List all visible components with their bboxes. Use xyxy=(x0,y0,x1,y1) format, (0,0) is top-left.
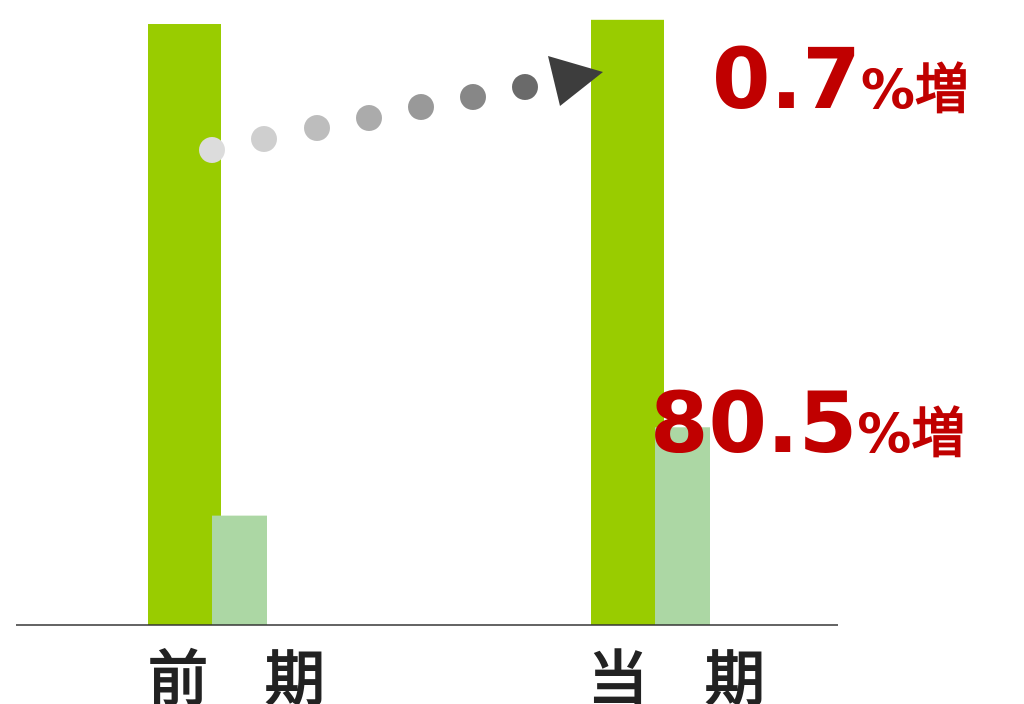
arrow-dot xyxy=(356,105,382,131)
bars-group xyxy=(148,19,710,626)
category-label-prev: 前 期 xyxy=(148,645,343,704)
arrow-head xyxy=(548,56,603,106)
annotation-top: 0.7%増 xyxy=(712,30,969,128)
trend-arrow xyxy=(199,56,603,163)
annotation-top-suffix: %増 xyxy=(861,58,969,121)
annotation-bottom: 80.5%増 xyxy=(650,374,965,472)
arrow-dot xyxy=(460,84,486,110)
bar-series2-cat2 xyxy=(655,427,710,625)
category-label-current: 当 期 xyxy=(588,645,783,704)
arrow-dot xyxy=(512,74,538,100)
annotation-bottom-suffix: %増 xyxy=(857,402,965,465)
annotation-top-value: 0.7 xyxy=(712,30,861,128)
annotation-bottom-value: 80.5 xyxy=(650,374,857,472)
bar-series1-cat1 xyxy=(148,24,221,626)
arrow-dot xyxy=(304,115,330,141)
bar-series2-cat1 xyxy=(212,515,267,625)
arrow-dot xyxy=(251,126,277,152)
bar-series1-cat2 xyxy=(591,19,664,625)
arrow-dot xyxy=(199,137,225,163)
arrow-dot xyxy=(408,94,434,120)
